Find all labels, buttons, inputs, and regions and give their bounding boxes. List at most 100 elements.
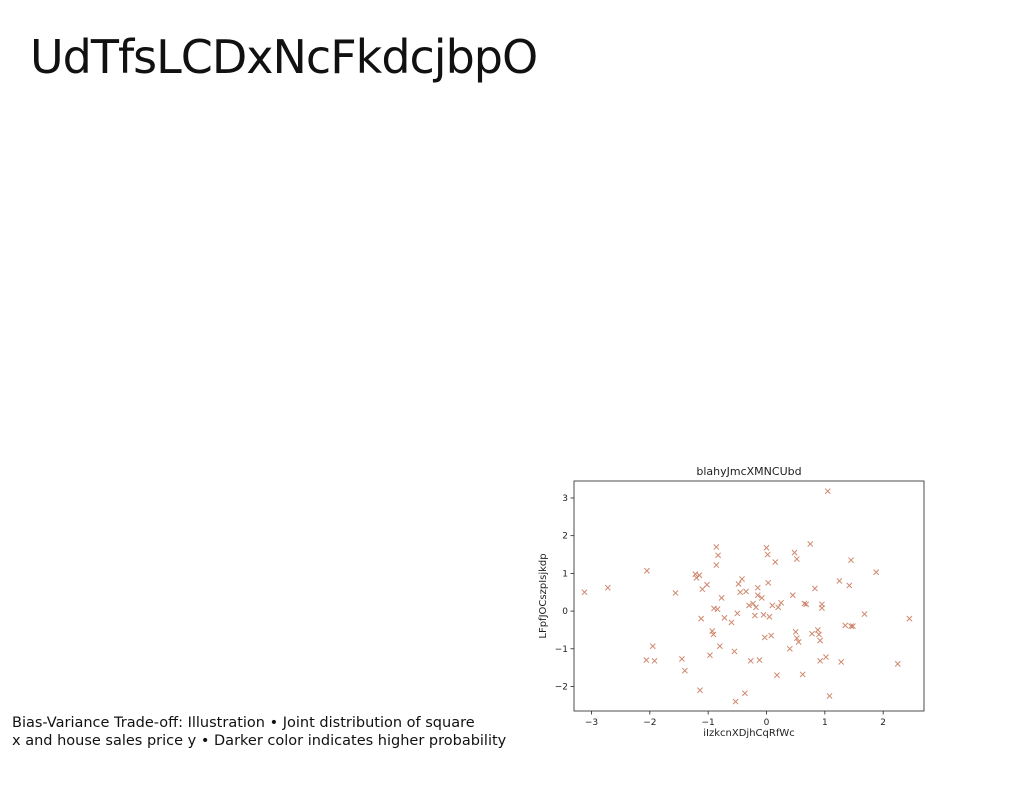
scatter-point [731,648,738,655]
scatter-point [747,657,754,664]
scatter-point [768,632,775,639]
y-tick-label: 3 [562,494,568,504]
scatter-point [681,667,688,674]
scatter-point [799,671,806,678]
scatter-point [692,571,699,578]
x-axis-label: iIzkcnXDjhCqRfWc [703,728,794,739]
scatter-point [775,604,782,611]
scatter-point [824,488,831,495]
scatter-point [861,611,868,618]
scatter-point [814,626,821,633]
scatter-point [746,602,752,609]
scatter-point [789,592,796,599]
scatter-point [807,541,814,547]
scatter-point [817,657,824,664]
scatter-point [811,585,818,592]
chart-title: blahyJmcXMNCUbd [696,465,801,478]
scatter-point [604,584,611,591]
scatter-point [764,551,771,558]
scatter-point [838,659,845,665]
scatter-point [848,623,855,630]
scatter-point [846,582,853,589]
scatter-point [795,639,802,645]
scatter-point [803,601,810,608]
scatter-point [751,612,758,619]
scatter-point [734,610,741,617]
scatter-point [836,577,843,584]
caption-line-2: x and house sales price y • Darker color… [12,733,507,749]
scatter-point [716,643,723,650]
scatter-point [842,622,849,629]
scatter-point [721,614,728,621]
scatter-point [769,602,776,609]
scatter-point [763,544,770,551]
scatter-point [849,623,856,630]
scatter-point [786,645,793,652]
scatter-point [718,594,725,601]
x-tick-label: −3 [585,718,598,728]
x-tick-label: 0 [764,718,770,728]
scatter-point [754,592,761,599]
x-tick-label: −2 [643,718,656,728]
scatter-point [672,590,679,596]
x-axis-ticks: −3 −2 −1 0 1 2 [585,711,886,728]
y-axis-label: LFpfJOCszpIsjkdp [538,553,549,638]
scatter-point [766,613,773,620]
scatter-point [793,635,800,642]
caption: Bias-Variance Trade-off: Illustration • … [12,714,512,750]
scatter-point [801,600,808,607]
scatter-point [649,643,656,650]
y-tick-label: 0 [562,607,568,617]
plot-area [573,480,925,712]
scatter-point [651,657,658,664]
x-tick-label: 2 [880,718,886,728]
scatter-points [581,488,913,705]
scatter-chart: blahyJmcXMNCUbd −3 −2 −1 0 1 2 −2 −1 0 1 2 3 iIzkc… [538,465,925,739]
y-tick-label: −2 [555,682,568,692]
scatter-point [760,611,767,618]
scatter-point [743,588,750,595]
scatter-point [848,557,855,564]
scatter-point [758,594,765,601]
scatter-point [696,572,703,579]
scatter-point [709,628,716,635]
scatter-point [873,569,880,576]
scatter-point [765,579,772,586]
scatter-point [737,589,744,596]
scatter-point [714,606,721,613]
scatter-point [754,584,761,591]
scatter-point [817,637,824,644]
scatter-point [750,600,757,607]
scatter-point [823,654,829,661]
scatter-point [710,631,717,638]
scatter-point [792,628,799,635]
scatter-point [711,605,717,612]
scatter-point [643,567,650,574]
scatter-point [761,634,768,641]
y-tick-label: 1 [562,569,568,579]
y-tick-label: 2 [562,532,568,542]
scatter-point [713,544,720,550]
scatter-point [732,698,739,705]
scatter-point [753,604,759,611]
scatter-point [715,552,722,559]
x-tick-label: −1 [702,718,715,728]
scatter-point [735,580,742,587]
scatter-point [818,601,825,608]
scatter-point [774,672,780,679]
x-tick-label: 1 [822,718,828,728]
slide-title: UdTfsLCDxNcFkdcjbpO [30,30,538,84]
scatter-point [894,660,901,667]
scatter-point [826,692,833,699]
scatter-point [699,586,706,593]
scatter-point [816,631,822,638]
scatter-point [698,615,705,622]
scatter-point [697,687,703,694]
scatter-point [704,581,710,588]
scatter-point [906,615,913,622]
scatter-point [739,576,745,582]
y-axis-ticks: −2 −1 0 1 2 3 [555,494,574,692]
scatter-point [741,690,748,697]
scatter-point [809,630,815,637]
scatter-point [678,656,685,662]
